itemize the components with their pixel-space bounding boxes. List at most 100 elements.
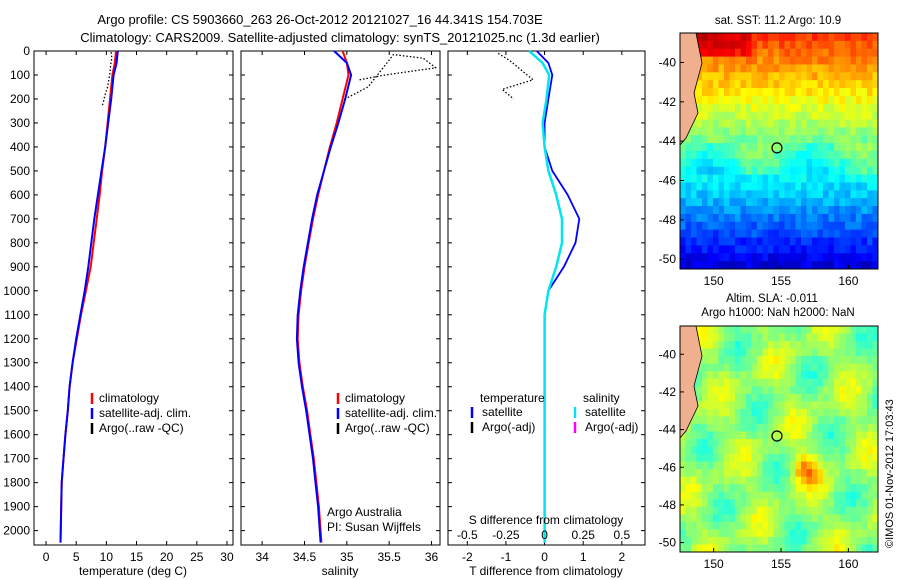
map-cell xyxy=(773,174,780,183)
map-cell xyxy=(856,245,862,254)
map-cell xyxy=(702,111,708,120)
map-cell xyxy=(779,213,785,223)
map-cell xyxy=(751,182,758,191)
map-cell xyxy=(817,476,824,485)
map-cell xyxy=(702,135,708,144)
map-cell xyxy=(768,341,774,349)
map-cell xyxy=(757,56,763,65)
map-cell xyxy=(707,174,714,183)
map-cell xyxy=(839,506,846,515)
map-cell xyxy=(806,143,813,152)
map-cell xyxy=(680,213,686,223)
map-cell xyxy=(707,151,714,160)
map-cell xyxy=(746,56,752,65)
series-line-argo-raw-qc- xyxy=(342,53,437,101)
map-cell xyxy=(751,356,758,365)
legend-label: Argo(-adj) xyxy=(482,420,535,434)
map-cell xyxy=(718,166,725,175)
map-cell xyxy=(801,514,807,523)
map-cell xyxy=(702,127,708,136)
map-cell xyxy=(746,151,752,160)
map-cell xyxy=(817,253,824,262)
legend-label: climatology xyxy=(345,391,405,405)
map-cell xyxy=(773,506,780,515)
map-cell xyxy=(696,544,703,553)
map-cell xyxy=(702,416,708,425)
map-cell xyxy=(845,48,851,57)
map-cell xyxy=(845,476,851,485)
map-cell xyxy=(790,476,796,485)
map-cell xyxy=(746,476,752,485)
map-cell xyxy=(845,127,851,136)
map-cell xyxy=(680,529,686,538)
map-cell xyxy=(713,431,719,440)
map-cell xyxy=(746,48,752,57)
map-cell xyxy=(867,326,873,334)
map-cell xyxy=(762,476,769,485)
map-cell xyxy=(746,416,752,425)
map-cell xyxy=(817,48,824,57)
map-cell xyxy=(812,245,818,254)
map-cell xyxy=(806,119,813,128)
map-cell xyxy=(746,491,752,500)
map-cell xyxy=(696,206,703,215)
map-cell xyxy=(834,64,840,73)
map-cell xyxy=(850,72,857,81)
map-cell xyxy=(784,245,791,254)
map-cell xyxy=(707,80,714,89)
map-cell xyxy=(839,135,846,144)
map-cell xyxy=(867,454,873,462)
map-cell xyxy=(757,261,763,270)
map-cell xyxy=(740,221,747,231)
map-cell xyxy=(696,521,703,530)
map-cell xyxy=(790,544,796,553)
map-cell xyxy=(762,119,769,128)
map-cell xyxy=(817,506,824,515)
map-cell xyxy=(685,476,692,485)
map-cell xyxy=(856,80,862,89)
map-cell xyxy=(812,371,818,380)
map-cell xyxy=(707,119,714,128)
map-cell xyxy=(823,213,829,223)
map-cell xyxy=(691,499,697,508)
map-cell xyxy=(872,261,879,270)
map-y-tick-label: -44 xyxy=(659,134,677,148)
map-cell xyxy=(806,151,813,160)
map-cell xyxy=(850,386,857,395)
map-cell xyxy=(702,72,708,81)
map-cell xyxy=(872,484,879,493)
map-cell xyxy=(740,514,747,523)
map-cell xyxy=(724,182,730,191)
map-cell xyxy=(729,111,736,120)
x-tick-label: 34.5 xyxy=(293,550,317,564)
map-cell xyxy=(801,408,807,417)
map-cell xyxy=(735,206,741,215)
map-y-tick-label: -40 xyxy=(659,56,677,70)
map-cell xyxy=(834,521,840,530)
map-cell xyxy=(790,499,796,508)
map-cell xyxy=(729,103,736,113)
y-tick-label: 1800 xyxy=(3,476,30,490)
x-tick-label: -1 xyxy=(501,550,512,564)
map-y-tick-label: -50 xyxy=(659,252,677,266)
map-cell xyxy=(768,476,774,485)
map-cell xyxy=(696,127,703,136)
map-cell xyxy=(757,80,763,89)
map-cell xyxy=(828,544,835,553)
map-cell xyxy=(806,469,813,478)
map-cell xyxy=(713,371,719,380)
map-cell xyxy=(746,401,752,410)
map-cell xyxy=(817,151,824,160)
map-cell xyxy=(828,111,835,120)
map-cell xyxy=(707,378,714,387)
map-cell xyxy=(856,151,862,160)
map-cell xyxy=(729,48,736,57)
map-cell xyxy=(740,198,747,207)
map-cell xyxy=(729,88,736,97)
map-cell xyxy=(839,326,846,334)
map-cell xyxy=(812,119,818,128)
map-cell xyxy=(773,469,780,478)
map-cell xyxy=(691,151,697,160)
map-cell xyxy=(779,158,785,168)
map-cell xyxy=(718,386,725,395)
